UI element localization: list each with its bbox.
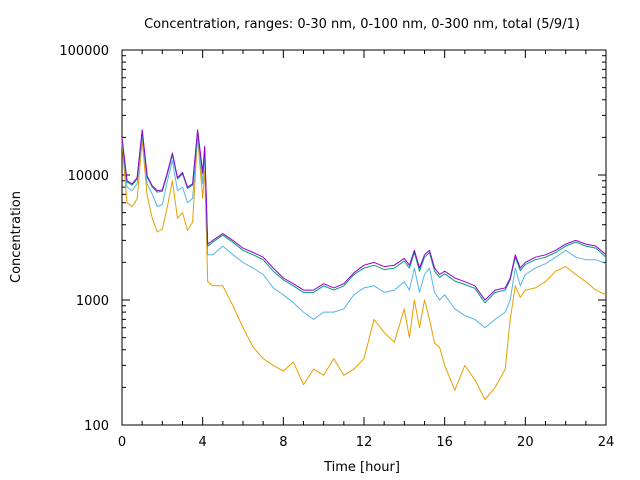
series-line-2	[121, 134, 607, 329]
x-tick-label: 16	[436, 435, 453, 450]
plot-frame	[121, 49, 607, 426]
series-line-3	[121, 136, 607, 400]
x-tick-label: 24	[598, 435, 615, 450]
series-line-1	[121, 130, 607, 304]
y-axis-label: Concentration	[9, 191, 24, 283]
x-tick-label: 8	[279, 435, 287, 450]
axis-ticks: 0 4 8 12 16 20 24 100 1000 10000 100000	[59, 44, 614, 450]
chart-title: Concentration, ranges: 0-30 nm, 0-100 nm…	[144, 17, 580, 32]
x-tick-label: 20	[517, 435, 534, 450]
series-line-0	[121, 129, 607, 301]
x-tick-label: 0	[118, 435, 126, 450]
x-tick-label: 4	[199, 435, 207, 450]
x-axis-label: Time [hour]	[323, 460, 400, 475]
y-tick-label: 1000	[76, 294, 109, 309]
y-tick-label: 100	[84, 419, 109, 434]
y-tick-label: 10000	[68, 169, 109, 184]
series-lines	[121, 129, 607, 400]
x-tick-label: 12	[356, 435, 373, 450]
y-tick-label: 100000	[59, 44, 109, 59]
